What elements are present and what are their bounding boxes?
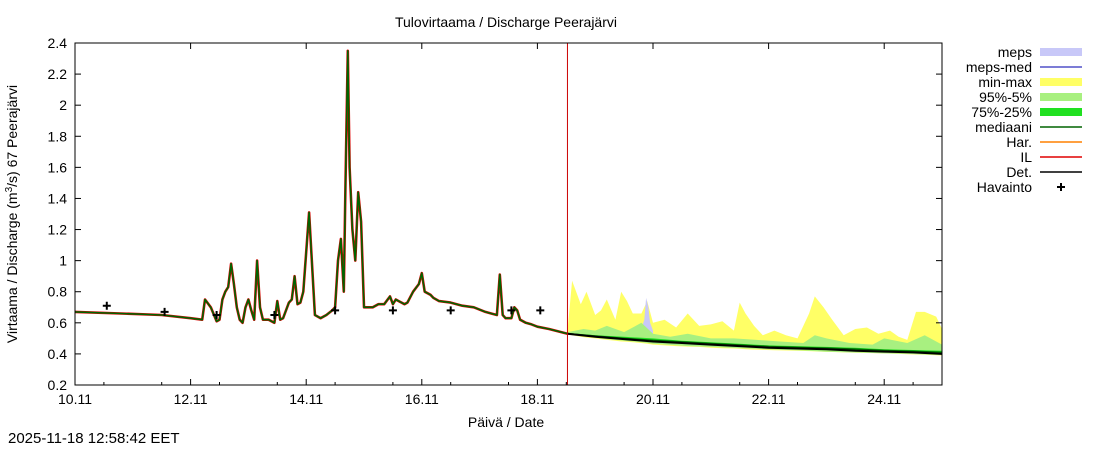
y-tick-label: 1.6 [48,159,68,175]
x-axis-label: Päivä / Date [468,414,544,430]
chart-title: Tulovirtaama / Discharge Peerajärvi [395,14,617,30]
havainto-marker [102,301,111,310]
p95-5-band [567,322,942,355]
legend-label-minmax: min-max [978,74,1032,90]
y-tick-label: 0.8 [48,284,68,300]
legend-label-havainto: Havainto [977,179,1032,195]
x-tick-label: 20.11 [636,391,670,407]
legend-label-har: Har. [1006,134,1032,150]
x-tick-label: 10.11 [58,391,92,407]
det-line [567,332,943,355]
havainto-marker [536,306,545,315]
y-axis-label-post: /s) 67 Peerajärvi [4,85,20,187]
y-axis-label-pre: Virtaama / Discharge (m [4,192,20,343]
observation-markers [102,301,545,320]
havainto-marker [331,306,340,315]
y-tick-label: 2.4 [48,35,68,51]
havainto-marker [388,306,397,315]
legend-swatch-havainto [1057,183,1065,191]
legend-label-meps: meps [998,44,1032,60]
havainto-marker [507,306,516,315]
x-tick-label: 16.11 [405,391,439,407]
legend: mepsmeps-medmin-max95%-5%75%-25%mediaani… [966,44,1082,195]
legend-label-p95_5: 95%-5% [979,89,1032,105]
x-tick-label: 22.11 [752,391,786,407]
legend-label-meps_med: meps-med [966,59,1032,75]
legend-swatch-meps [1040,48,1082,56]
y-axis-label-sup: 3 [4,186,15,192]
forecast-bands [567,280,942,356]
y-tick-label: 1.4 [48,190,68,206]
havainto-marker [446,306,455,315]
legend-swatch-minmax [1040,78,1082,86]
x-tick-label: 14.11 [289,391,323,407]
havainto-marker [270,311,279,320]
legend-swatch-p75_25 [1040,108,1082,116]
y-tick-label: 1.8 [48,128,68,144]
chart-axes: 0.2 0.4 0.6 0.8 1 1.2 1.4 1.6 1.8 2 2.2 2.4 10.11 12.… [48,35,943,407]
x-tick-label: 24.11 [867,391,901,407]
y-tick-label: 2.2 [48,66,68,82]
y-tick-label: 0.2 [48,377,68,393]
y-tick-label: 1.2 [48,222,68,238]
y-tick-label: 0.4 [48,346,68,362]
legend-label-det: Det. [1006,164,1032,180]
havainto-marker [160,307,169,316]
timestamp: 2025-11-18 12:58:42 EET [8,430,180,447]
havainto-marker [212,311,221,320]
legend-label-p75_25: 75%-25% [971,104,1032,120]
y-axis-label: Virtaama / Discharge (m3/s) 67 Peerajärv… [4,85,20,343]
series-lines [74,43,943,385]
x-tick-label: 12.11 [174,391,208,407]
legend-label-median: mediaani [975,119,1032,135]
legend-label-il: IL [1020,149,1032,165]
legend-swatch-p95_5 [1040,93,1082,101]
y-tick-label: 2 [59,97,67,113]
y-tick-label: 1 [59,253,67,269]
median-history-line [74,50,568,335]
y-tick-label: 0.6 [48,315,68,331]
x-tick-label: 18.11 [520,391,554,407]
il-history-line [74,49,568,335]
